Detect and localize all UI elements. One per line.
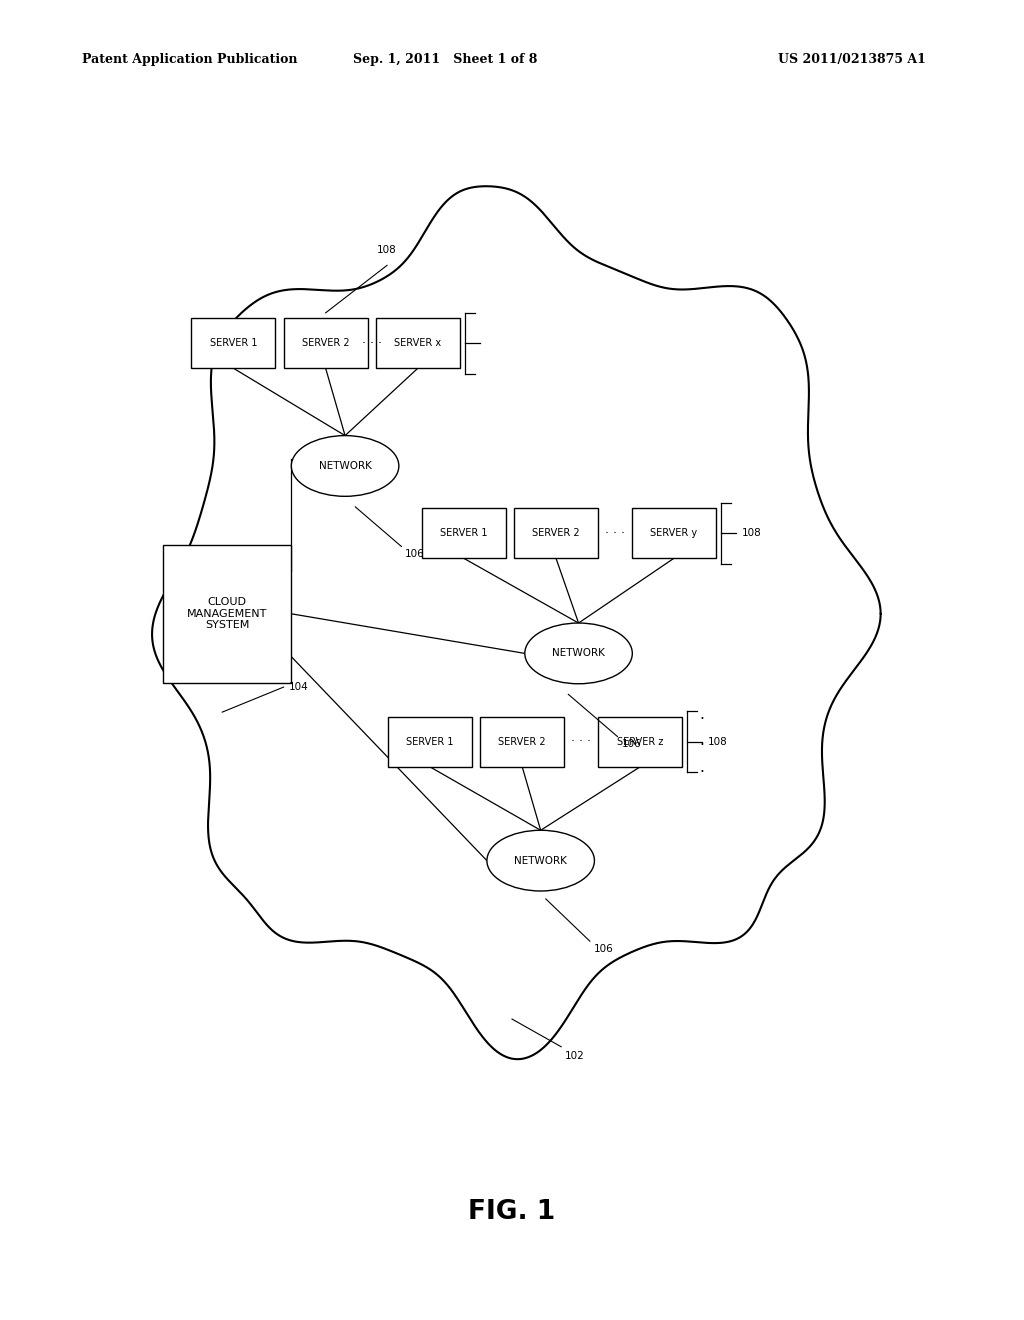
Text: 104: 104: [289, 682, 308, 692]
Text: SERVER 2: SERVER 2: [499, 737, 546, 747]
Text: 106: 106: [622, 739, 641, 750]
Text: NETWORK: NETWORK: [552, 648, 605, 659]
FancyBboxPatch shape: [284, 318, 368, 368]
Text: SERVER 2: SERVER 2: [532, 528, 580, 539]
FancyBboxPatch shape: [388, 717, 472, 767]
Text: ·: ·: [699, 764, 703, 780]
Text: 106: 106: [594, 944, 613, 954]
Text: FIG. 1: FIG. 1: [468, 1199, 556, 1225]
Text: 102: 102: [565, 1051, 585, 1061]
Text: ·: ·: [699, 738, 703, 754]
Text: · · ·: · · ·: [571, 735, 591, 748]
Text: US 2011/0213875 A1: US 2011/0213875 A1: [778, 53, 926, 66]
FancyBboxPatch shape: [164, 544, 291, 682]
Text: NETWORK: NETWORK: [514, 855, 567, 866]
Text: 106: 106: [404, 549, 424, 560]
Polygon shape: [152, 186, 881, 1059]
Text: SERVER y: SERVER y: [650, 528, 697, 539]
Text: 108: 108: [708, 737, 727, 747]
FancyBboxPatch shape: [514, 508, 598, 558]
FancyBboxPatch shape: [376, 318, 460, 368]
Text: SERVER 2: SERVER 2: [302, 338, 349, 348]
Text: · · ·: · · ·: [361, 337, 382, 350]
Text: · · ·: · · ·: [605, 527, 625, 540]
Text: Sep. 1, 2011   Sheet 1 of 8: Sep. 1, 2011 Sheet 1 of 8: [353, 53, 538, 66]
Ellipse shape: [524, 623, 632, 684]
Text: SERVER 1: SERVER 1: [210, 338, 257, 348]
FancyBboxPatch shape: [422, 508, 506, 558]
Text: SERVER 1: SERVER 1: [407, 737, 454, 747]
Text: NETWORK: NETWORK: [318, 461, 372, 471]
Text: SERVER z: SERVER z: [616, 737, 664, 747]
Text: Patent Application Publication: Patent Application Publication: [82, 53, 297, 66]
Ellipse shape: [487, 830, 594, 891]
Ellipse shape: [292, 436, 399, 496]
FancyBboxPatch shape: [598, 717, 682, 767]
Text: 108: 108: [741, 528, 761, 539]
Text: ·: ·: [699, 711, 703, 727]
Text: 108: 108: [377, 244, 397, 255]
FancyBboxPatch shape: [480, 717, 564, 767]
FancyBboxPatch shape: [191, 318, 275, 368]
Text: SERVER 1: SERVER 1: [440, 528, 487, 539]
Text: SERVER x: SERVER x: [394, 338, 441, 348]
Text: CLOUD
MANAGEMENT
SYSTEM: CLOUD MANAGEMENT SYSTEM: [187, 597, 267, 631]
FancyBboxPatch shape: [632, 508, 716, 558]
